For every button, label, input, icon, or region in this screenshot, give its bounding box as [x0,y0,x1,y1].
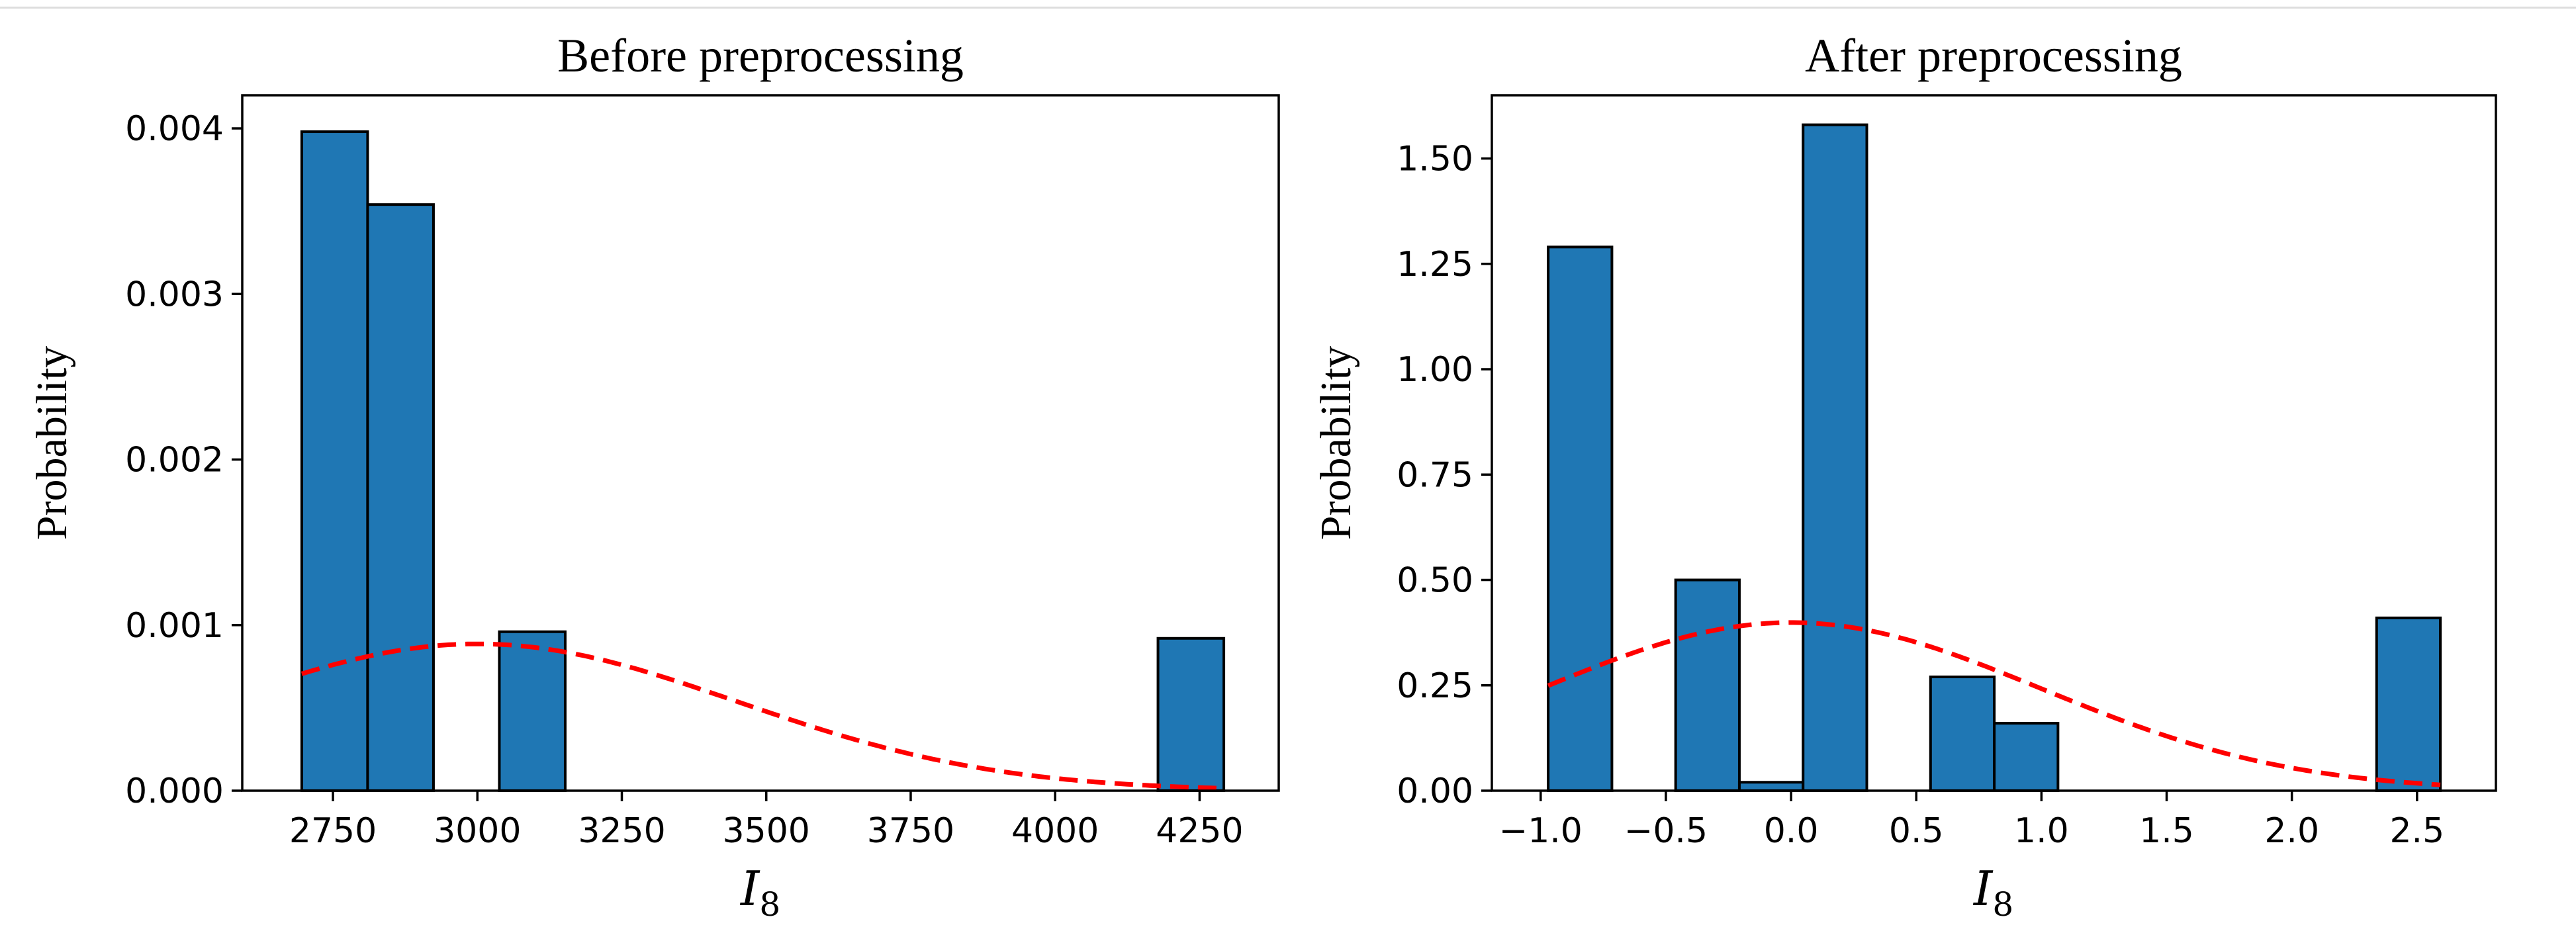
histogram-bar [1156,637,1226,792]
y-axis-label: Probability [1312,346,1360,540]
x-tick-label: 3000 [434,811,521,851]
panel-before-preprocessing: 2750 3000 3250 3500 3750 4000 4250 0.000 0.001 0.… [28,29,1280,924]
chart-title: Before preprocessing [557,29,964,82]
x-tick-label: −0.5 [1624,811,1708,851]
histogram-bar [1802,123,1868,792]
histogram-bar [1547,245,1614,792]
histogram-bar [1674,578,1741,792]
y-tick-label: 0.001 [125,606,224,646]
histogram-bar [498,630,567,792]
y-tick-label: 0.25 [1397,666,1473,706]
x-tick-label: 4250 [1156,811,1243,851]
x-tick-label: 0.5 [1889,811,1944,851]
chart-title: After preprocessing [1805,29,2182,82]
histogram-bar [1993,722,2060,792]
histogram-bar [1929,676,1996,792]
histogram-bar [2375,616,2442,792]
x-tick-label: 1.5 [2139,811,2194,851]
normal-pdf-curve [300,641,1224,791]
top-divider-line [0,7,2576,9]
x-tick-label: 2.0 [2264,811,2319,851]
y-tick-label: 0.75 [1397,455,1473,495]
panel-after-preprocessing: −1.0 −0.5 0.0 0.5 1.0 1.5 2.0 2.5 0.00 0.25 0.50 0.… [1312,29,2497,924]
y-tick-label: 0.002 [125,441,224,480]
x-tick-label: 4000 [1011,811,1099,851]
x-tick-label: 3250 [578,811,665,851]
y-tick-label: 1.50 [1397,140,1473,179]
y-tick-label: 1.00 [1397,350,1473,390]
x-tick-label: 3500 [723,811,810,851]
y-tick-label: 0.000 [125,771,224,811]
axes-frame [1491,94,2497,792]
histogram-bar [1737,781,1805,793]
x-tick-label: 0.0 [1764,811,1819,851]
y-tick-label: 0.003 [125,275,224,314]
x-axis-label: I8 [1972,861,2013,924]
y-axis-label: Probability [28,346,76,540]
x-tick-label: 2750 [289,811,377,851]
normal-pdf-curve [1547,620,2441,787]
histogram-bar [300,130,369,793]
axes-frame [241,94,1280,792]
y-tick-label: 0.004 [125,109,224,149]
y-tick-label: 0.50 [1397,561,1473,601]
x-axis-label: I8 [739,861,780,924]
x-tick-label: 2.5 [2389,811,2444,851]
y-tick-label: 0.00 [1397,771,1473,811]
x-tick-label: −1.0 [1499,811,1583,851]
y-tick-label: 1.25 [1397,245,1473,285]
x-tick-label: 1.0 [2014,811,2069,851]
x-tick-label: 3750 [867,811,954,851]
histogram-bar [366,203,435,792]
